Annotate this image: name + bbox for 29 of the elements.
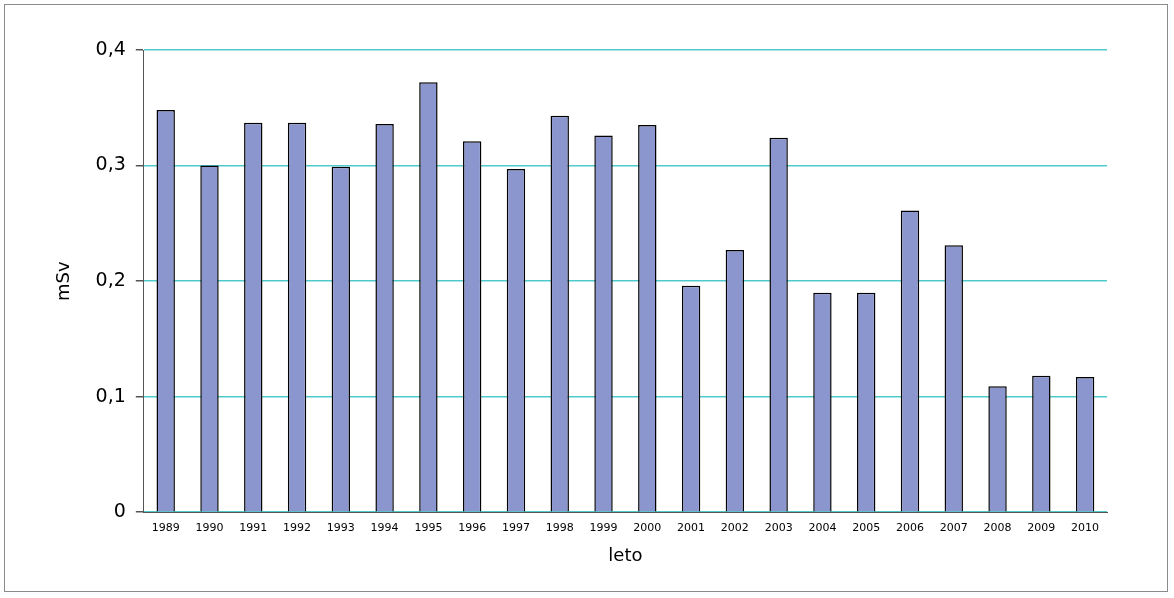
y-tick-label: 0,3 — [95, 152, 126, 175]
y-tick-label: 0,4 — [95, 36, 126, 59]
x-tick-label: 2000 — [633, 520, 662, 534]
x-tick-label: 1999 — [589, 520, 618, 534]
x-tick-label: 1990 — [195, 520, 224, 534]
x-tick-label: 1996 — [458, 520, 487, 534]
x-tick-label: 1997 — [501, 520, 530, 534]
x-tick-label: 2005 — [852, 520, 881, 534]
x-tick-label: 2009 — [1027, 520, 1056, 534]
y-axis-title: mSv — [52, 260, 74, 301]
y-tick-label: 0,1 — [95, 383, 126, 406]
x-tick-label: 1991 — [239, 520, 268, 534]
x-tick-label: 2001 — [677, 520, 706, 534]
x-tick-label: 2007 — [939, 520, 968, 534]
x-tick-label: 1993 — [326, 520, 355, 534]
x-tick-label: 2003 — [764, 520, 793, 534]
x-tick-label: 2008 — [983, 520, 1012, 534]
x-tick-label: 1992 — [283, 520, 312, 534]
x-axis-title: leto — [608, 543, 643, 565]
x-tick-label: 2006 — [895, 520, 924, 534]
x-tick-label: 2004 — [808, 520, 837, 534]
y-tick-label: 0 — [113, 499, 126, 522]
y-tick-label: 0,2 — [95, 268, 126, 291]
x-tick-label: 2010 — [1071, 520, 1100, 534]
x-tick-label: 2002 — [720, 520, 749, 534]
x-tick-label: 1994 — [370, 520, 399, 534]
x-tick-label: 1998 — [545, 520, 574, 534]
x-tick-label: 1989 — [151, 520, 180, 534]
x-tick-label: 1995 — [414, 520, 443, 534]
